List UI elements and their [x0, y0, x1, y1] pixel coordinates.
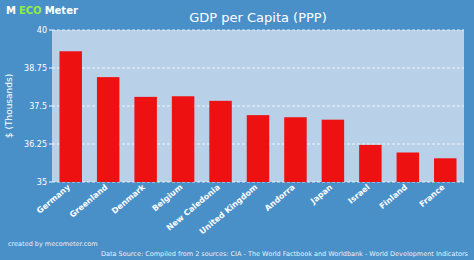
bar: [209, 101, 231, 182]
y-tick-label: 40: [37, 26, 47, 35]
title: GDP per Capita (PPP): [189, 10, 327, 25]
watermark-part: M: [6, 5, 16, 16]
x-tick-label: Israel: [347, 182, 372, 205]
x-tick-label: Andorra: [263, 183, 297, 213]
bar: [97, 77, 119, 182]
bar: [397, 153, 419, 182]
x-tick-label: Belgium: [150, 183, 184, 214]
tick-mark: [49, 106, 52, 107]
y-tick-label: 35: [37, 178, 47, 187]
x-tick-label: United Kingdom: [198, 183, 259, 237]
chart: 35 36.25 37.5 38.75 40 GermanyGreenlandDenmar…: [0, 0, 474, 260]
bar: [172, 96, 194, 182]
y-tick-label: 37.5: [29, 102, 47, 111]
x-tick-label: Greenland: [68, 182, 110, 219]
grid-line: [52, 68, 464, 69]
x-tick-label: Finland: [378, 182, 410, 211]
bar: [284, 117, 306, 182]
watermark-part: Meter: [45, 5, 78, 16]
grid-line: [52, 30, 464, 31]
background: [0, 0, 474, 260]
bar: [322, 120, 344, 182]
watermark: MECOMeter: [6, 5, 78, 16]
x-tick-label: Japan: [308, 182, 334, 206]
bar: [134, 97, 156, 182]
x-tick-label: France: [418, 182, 447, 209]
tick-mark: [49, 144, 52, 145]
y-tick-label: 36.25: [24, 140, 47, 149]
plot-area: [52, 30, 464, 182]
footer-right: Data Source: Compiled from 2 sources: CI…: [101, 250, 469, 258]
footer-left: created by mecometer.com: [8, 240, 98, 248]
bar: [59, 51, 81, 182]
bars: [59, 51, 456, 182]
x-tick-label: Denmark: [110, 182, 148, 216]
bar: [359, 145, 381, 182]
watermark-part: ECO: [19, 5, 42, 16]
y-axis-label: $ (Thousands): [4, 74, 14, 138]
y-tick-label: 38.75: [24, 64, 47, 73]
bar: [247, 115, 269, 182]
tick-mark: [49, 182, 52, 183]
bar: [434, 158, 456, 182]
x-tick-label: Germany: [35, 182, 72, 215]
tick-mark: [49, 30, 52, 31]
tick-mark: [49, 68, 52, 69]
